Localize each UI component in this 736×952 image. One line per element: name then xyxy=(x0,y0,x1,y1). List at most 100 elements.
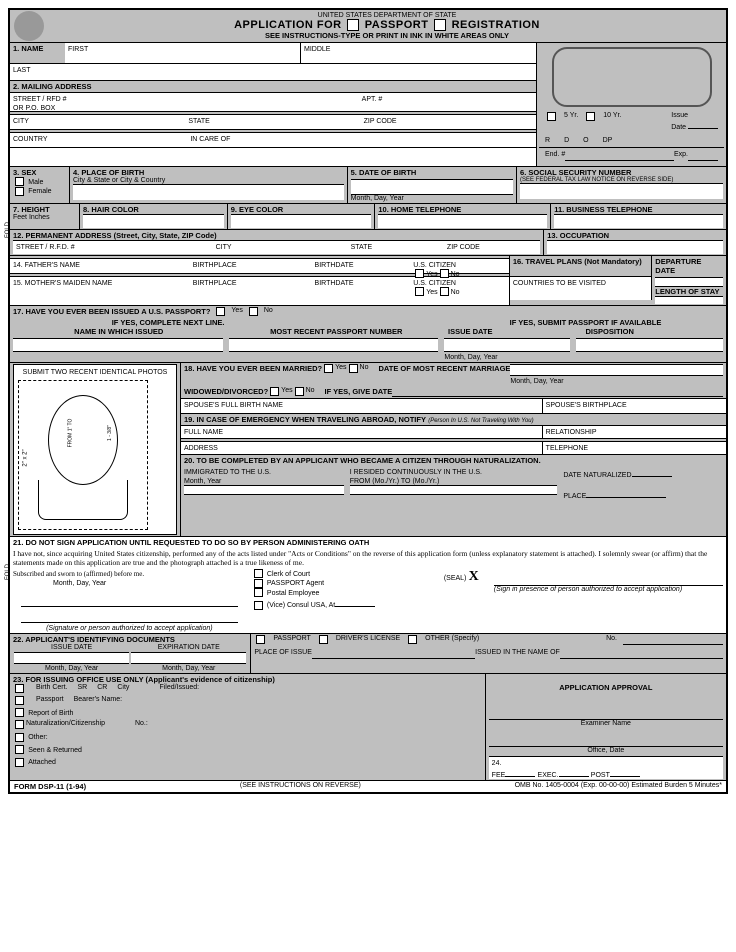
office-sig[interactable] xyxy=(489,727,723,747)
issuedate-field[interactable] xyxy=(14,652,129,664)
approval-sig[interactable] xyxy=(489,692,723,720)
section-8-label: 8. HAIR COLOR xyxy=(83,205,224,214)
sig-field[interactable] xyxy=(21,609,238,623)
expdate-field[interactable] xyxy=(131,652,246,664)
section-1-label: 1. NAME xyxy=(13,44,43,53)
street-label: STREET / RFD #OR P.O. BOX xyxy=(13,96,67,112)
middle-label: MIDDLE xyxy=(304,46,330,53)
section-15-label: 15. MOTHER'S MAIDEN NAME xyxy=(13,280,112,287)
male-checkbox[interactable] xyxy=(15,177,24,186)
section-11-label: 11. BUSINESS TELEPHONE xyxy=(554,205,723,214)
section-17-label: 17. HAVE YOU EVER BEEN ISSUED A U.S. PAS… xyxy=(13,307,210,316)
zip-label: ZIP CODE xyxy=(364,118,397,125)
attached-checkbox[interactable] xyxy=(15,758,24,767)
clerk-checkbox[interactable] xyxy=(254,569,263,578)
section-6-label: 6. SOCIAL SECURITY NUMBER xyxy=(520,168,723,177)
doc-passport[interactable] xyxy=(256,635,265,644)
ssn-field[interactable] xyxy=(520,183,723,199)
s17-no[interactable] xyxy=(249,307,258,316)
section-7-label: 7. HEIGHT xyxy=(13,205,76,214)
s17-date-field[interactable] xyxy=(444,338,570,352)
s17-disp-field[interactable] xyxy=(576,338,723,352)
natplace-field[interactable] xyxy=(586,488,666,498)
marriage-date-field[interactable] xyxy=(510,364,723,376)
occupation-field[interactable] xyxy=(547,240,723,254)
registration-checkbox[interactable] xyxy=(434,19,446,31)
depdate-field[interactable] xyxy=(655,277,723,287)
section-22-label: 22. APPLICANT'S IDENTIFYING DOCUMENTS xyxy=(13,635,247,644)
first-label: FIRST xyxy=(68,46,88,53)
wd-date-field[interactable] xyxy=(392,387,723,397)
s18-yes[interactable] xyxy=(324,364,333,373)
s18-no[interactable] xyxy=(349,364,358,373)
postal-checkbox[interactable] xyxy=(254,588,263,597)
hair-field[interactable] xyxy=(83,214,224,228)
imm-field[interactable] xyxy=(184,485,344,495)
mother-no[interactable] xyxy=(440,287,449,296)
res-field[interactable] xyxy=(350,485,558,495)
seen-checkbox[interactable] xyxy=(15,745,24,754)
other-checkbox[interactable] xyxy=(15,733,24,742)
oath-text: I have not, since acquiring United State… xyxy=(10,548,726,568)
state-label: STATE xyxy=(188,118,210,125)
eye-field[interactable] xyxy=(231,214,372,228)
wd-yes[interactable] xyxy=(270,387,279,396)
form-number: FORM DSP-11 (1-94) xyxy=(14,782,86,791)
section-21-label: 21. DO NOT SIGN APPLICATION UNTIL REQUES… xyxy=(13,538,369,547)
photo-area: SUBMIT TWO RECENT IDENTICAL PHOTOS 2" x … xyxy=(13,364,177,535)
form-header: UNITED STATES DEPARTMENT OF STATE APPLIC… xyxy=(10,10,726,43)
doc-drivers[interactable] xyxy=(319,635,328,644)
section-13-label: 13. OCCUPATION xyxy=(547,231,723,240)
s17-name-field[interactable] xyxy=(13,338,223,352)
consul-checkbox[interactable] xyxy=(254,601,263,610)
female-checkbox[interactable] xyxy=(15,187,24,196)
report-checkbox[interactable] xyxy=(15,708,24,717)
dob-field[interactable] xyxy=(351,179,513,195)
section-5-label: 5. DATE OF BIRTH xyxy=(351,168,513,177)
passport-checkbox[interactable] xyxy=(347,19,359,31)
homephone-field[interactable] xyxy=(378,214,547,228)
wd-no[interactable] xyxy=(295,387,304,396)
10yr-checkbox[interactable] xyxy=(586,112,595,121)
docno-field[interactable] xyxy=(623,635,723,645)
section-3-label: 3. SEX xyxy=(13,168,66,177)
busphone-field[interactable] xyxy=(554,214,723,228)
natdate-field[interactable] xyxy=(632,467,672,477)
birthplace-field[interactable] xyxy=(73,184,344,200)
section-10-label: 10. HOME TELEPHONE xyxy=(378,205,547,214)
section-12-label: 12. PERMANENT ADDRESS (Street, City, Sta… xyxy=(13,231,540,240)
nat-checkbox[interactable] xyxy=(15,720,24,729)
omb-number: OMB No. 1405-0004 (Exp. 00-00-00) Estima… xyxy=(515,782,722,791)
section-4-label: 4. PLACE OF BIRTH xyxy=(73,168,344,177)
s17-passport-field[interactable] xyxy=(229,338,439,352)
section-19-label: 19. IN CASE OF EMERGENCY WHEN TRAVELING … xyxy=(184,415,426,424)
s17-yes[interactable] xyxy=(216,307,225,316)
department-name: UNITED STATES DEPARTMENT OF STATE xyxy=(52,12,722,19)
approval-label: APPLICATION APPROVAL xyxy=(489,683,723,692)
signature-x: X xyxy=(469,569,479,584)
section-2-label: 2. MAILING ADDRESS xyxy=(13,82,91,91)
office-sidebar: 5 Yr. 10 Yr. IssueDate R D O DP End. # E… xyxy=(536,43,726,166)
apt-label: APT. # xyxy=(362,96,383,103)
last-name-field[interactable]: LAST xyxy=(10,63,536,81)
sworn-field[interactable] xyxy=(21,589,238,607)
stamp-box xyxy=(552,47,712,107)
section-24-label: 24. xyxy=(492,760,502,767)
mother-yes[interactable] xyxy=(415,287,424,296)
silhouette-icon: FROM 1" TO 1 - 3/8" xyxy=(38,390,128,520)
section-16-label: 16. TRAVEL PLANS (Not Mandatory) xyxy=(513,257,642,266)
issuedname-field[interactable] xyxy=(560,649,723,659)
seal-icon xyxy=(14,11,44,41)
see-reverse: (SEE INSTRUCTIONS ON REVERSE) xyxy=(86,782,515,791)
instructions: SEE INSTRUCTIONS-TYPE OR PRINT IN INK IN… xyxy=(52,31,722,40)
section-18-label: 18. HAVE YOU EVER BEEN MARRIED? xyxy=(184,364,322,385)
birthcert-checkbox[interactable] xyxy=(15,684,24,693)
doc-other[interactable] xyxy=(408,635,417,644)
s23-passport-checkbox[interactable] xyxy=(15,696,24,705)
country-label: COUNTRY xyxy=(13,136,47,143)
5yr-checkbox[interactable] xyxy=(547,112,556,121)
agent-checkbox[interactable] xyxy=(254,579,263,588)
stay-field[interactable] xyxy=(655,296,723,304)
section-23-label: 23. FOR ISSUING OFFICE USE ONLY (Applica… xyxy=(13,675,482,684)
placeissue-field[interactable] xyxy=(312,649,475,659)
